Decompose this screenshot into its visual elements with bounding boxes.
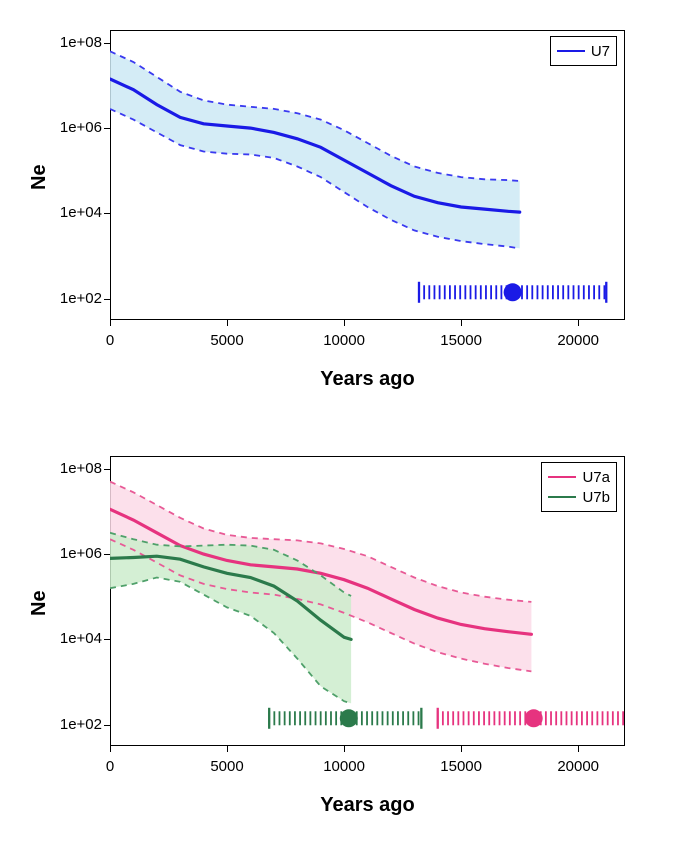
figure: NeYears ago050001000015000200001e+021e+0…	[0, 0, 675, 853]
legend-swatch	[548, 476, 576, 478]
marker-U7	[419, 282, 606, 303]
legend-swatch	[557, 50, 585, 52]
marker-U7a	[438, 708, 623, 729]
legend-item: U7a	[548, 467, 610, 487]
legend-label: U7a	[582, 469, 610, 486]
panel-bottom: NeYears ago050001000015000200001e+021e+0…	[0, 426, 675, 853]
legend-item: U7	[557, 41, 610, 61]
legend-swatch	[548, 496, 576, 498]
x-axis-label: Years ago	[110, 368, 625, 391]
panel-top: NeYears ago050001000015000200001e+021e+0…	[0, 0, 675, 426]
legend-item: U7b	[548, 487, 610, 507]
legend: U7aU7b	[541, 462, 617, 512]
x-axis-label: Years ago	[110, 794, 625, 817]
legend: U7	[550, 36, 617, 66]
marker-U7b	[269, 708, 421, 729]
legend-label: U7b	[582, 489, 610, 506]
legend-label: U7	[591, 43, 610, 60]
ci-area-U7	[110, 51, 520, 248]
